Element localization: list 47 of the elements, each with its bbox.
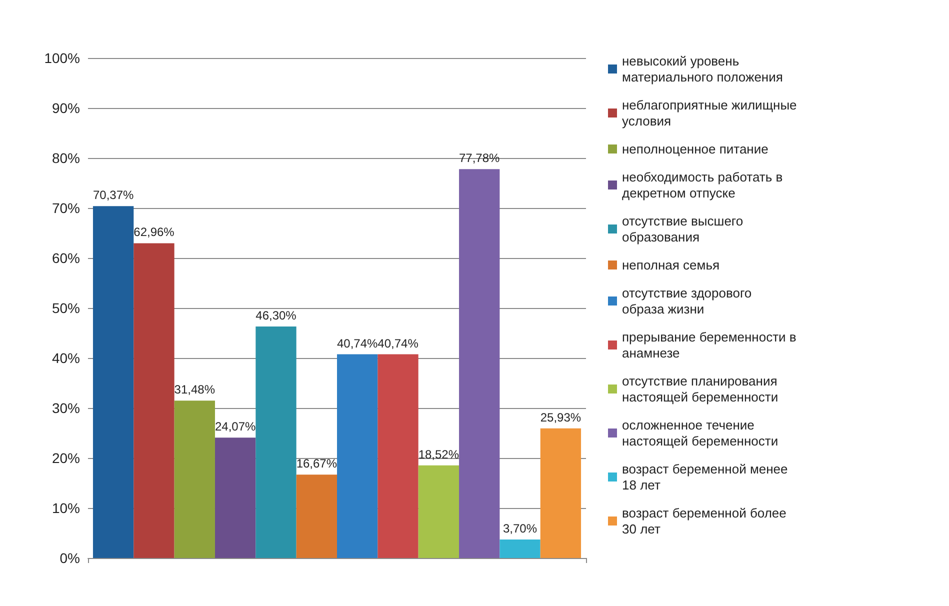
data-label: 40,74% (378, 336, 419, 350)
legend-label: необходимость работать в декретном отпуске (622, 170, 786, 200)
y-tick-label: 30% (52, 400, 80, 416)
bar (500, 540, 540, 558)
y-tick-label: 60% (52, 250, 80, 266)
bar (214, 438, 256, 558)
legend-label: возраст беременной более 30 лет (622, 506, 790, 536)
legend-label: отсутствие здорового образа жизни (622, 286, 756, 316)
bar (418, 465, 460, 558)
legend-label: отсутствие планирования настоящей беременности (622, 374, 781, 404)
data-label: 40,74% (336, 336, 378, 350)
bar (540, 428, 582, 558)
y-tick-label: 100% (44, 50, 80, 66)
data-label: 46,30% (256, 308, 297, 322)
legend-label: невысокий уровень материального положения (622, 54, 783, 84)
bar (134, 243, 174, 558)
data-label: 18,52% (418, 447, 460, 462)
data-label: 62,96% (134, 225, 175, 240)
y-tick-label: 50% (52, 300, 80, 316)
data-label: 3,70% (503, 522, 538, 536)
bar (378, 354, 418, 558)
data-label: 31,48% (174, 382, 216, 397)
legend-label: возраст беременной менее 18 лет (622, 462, 792, 492)
data-label: 16,67% (296, 456, 338, 471)
data-label: 77,78% (458, 151, 500, 166)
bar (256, 326, 296, 558)
data-label: 24,07% (214, 420, 256, 434)
data-label: 25,93% (540, 410, 582, 424)
data-label: 70,37% (92, 188, 134, 202)
y-tick-label: 0% (60, 550, 80, 566)
y-tick-label: 90% (52, 100, 80, 116)
y-tick-label: 40% (52, 350, 80, 366)
legend-label: неполноценное питание (622, 142, 768, 156)
bar (459, 169, 500, 558)
legend-label: осложненное течение настоящей беременности (622, 418, 778, 448)
bar (296, 474, 337, 558)
legend-label: прерывание беременности в анамнезе (622, 330, 800, 360)
legend-label: неполная семья (622, 258, 720, 272)
y-tick-label: 80% (52, 150, 80, 166)
bar (92, 206, 134, 558)
legend-label: отсутствие высшего образования (622, 214, 747, 244)
y-tick-label: 10% (52, 500, 80, 516)
legend-label: неблагоприятные жилищные условия (622, 98, 800, 128)
bar (337, 354, 378, 558)
y-tick-label: 70% (52, 200, 80, 216)
y-tick-label: 20% (52, 450, 80, 466)
bar (174, 400, 215, 558)
